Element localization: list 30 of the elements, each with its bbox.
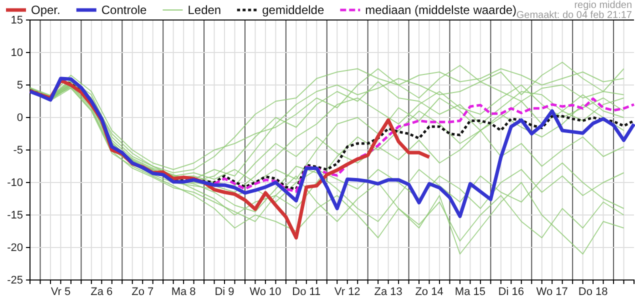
x-tick-label: Vr 5	[50, 286, 71, 298]
y-tick-label: -20	[7, 242, 23, 254]
x-tick-label: Di 16	[498, 286, 524, 298]
legend-label: Oper.	[31, 3, 60, 17]
legend-label: Controle	[101, 3, 148, 17]
x-tick-label: Ma 8	[171, 286, 196, 298]
x-tick-label: Za 6	[90, 286, 113, 298]
x-tick-label: Do 18	[578, 286, 608, 298]
x-tick-label: Wo 17	[536, 286, 568, 298]
y-tick-label: -25	[7, 274, 23, 287]
y-tick-label: 15	[10, 14, 23, 27]
x-tick-label: Zo 14	[415, 286, 444, 298]
x-tick-label: Vr 12	[334, 286, 360, 298]
x-tick-label: Za 13	[374, 286, 402, 298]
y-tick-label: -15	[7, 210, 23, 222]
x-tick-label: Di 9	[214, 286, 234, 298]
annotation: Gemaakt: do 04 feb 21:17	[516, 10, 632, 21]
y-tick-label: -10	[7, 177, 23, 190]
text: regio midden	[574, 0, 632, 11]
y-tick-label: 10	[10, 47, 23, 60]
x-tick-label: Zo 7	[132, 286, 154, 298]
legend-label: Leden	[188, 3, 222, 17]
x-tick-label: Do 11	[292, 286, 321, 298]
x-tick-label: Ma 15	[454, 286, 486, 298]
x-tick-label: Wo 10	[250, 286, 282, 298]
y-tick-label: -5	[13, 144, 23, 157]
legend-label: gemiddelde	[262, 3, 324, 17]
legend-label: mediaan (middelste waarde)	[365, 3, 517, 17]
y-tick-label: 0	[16, 112, 23, 124]
y-tick-label: 5	[16, 80, 23, 92]
